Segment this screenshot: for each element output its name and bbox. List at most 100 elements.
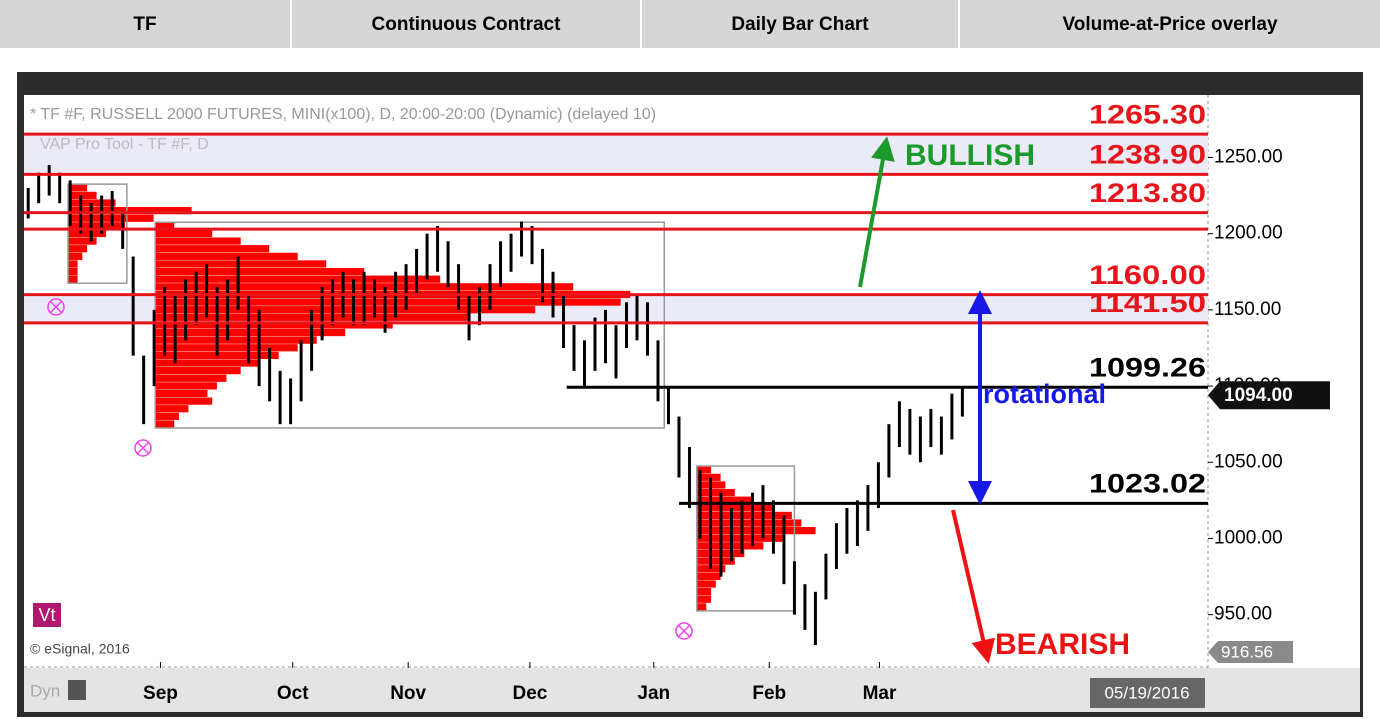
volume-bar <box>155 336 317 344</box>
volume-bar <box>155 267 365 276</box>
volume-bar <box>155 374 227 382</box>
x-tick-label: Jan <box>637 683 670 704</box>
overlay: Vt © eSignal, 2016 * TF #F, RUSSELL 2000… <box>30 99 1330 708</box>
volume-bar <box>696 511 792 520</box>
level-label: 1099.26 <box>1089 352 1206 382</box>
volume-bar <box>68 191 97 199</box>
volume-bar <box>155 237 241 245</box>
volume-bar <box>155 397 213 405</box>
volume-bar <box>696 534 783 542</box>
tab-label: Daily Bar Chart <box>731 14 869 35</box>
volume-bar <box>68 275 78 283</box>
volume-bar <box>68 260 78 268</box>
volume-bar <box>68 222 126 230</box>
x-tick-label: Mar <box>863 683 897 704</box>
volume-bar <box>696 595 712 603</box>
plot-area <box>24 95 1360 668</box>
volume-bar <box>68 267 78 276</box>
bullish-arrow <box>858 136 895 288</box>
y-tick-label: 1250.00 <box>1214 146 1283 167</box>
annotation: BULLISH <box>905 139 1035 172</box>
volume-bar <box>68 245 88 253</box>
tab <box>960 0 1380 48</box>
footer-label: Dyn <box>30 681 60 700</box>
volume-bar <box>696 572 721 580</box>
volume-bar <box>155 405 189 413</box>
x-tick-label: Sep <box>143 683 178 704</box>
volume-bar <box>68 207 192 215</box>
volume-bar <box>696 580 716 588</box>
date-label: 05/19/2016 <box>1104 683 1189 702</box>
volume-bar <box>696 496 754 504</box>
volume-bar <box>155 298 621 306</box>
x-tick-label: Dec <box>512 683 547 704</box>
volume-bar <box>155 229 213 238</box>
volume-bar <box>155 275 441 283</box>
volume-bar <box>696 519 802 527</box>
level-label: 1238.90 <box>1089 140 1206 170</box>
x-tick-label: Oct <box>277 683 309 704</box>
level-label: 1160.00 <box>1089 260 1206 290</box>
y-tick-label: 1000.00 <box>1214 527 1283 548</box>
bearish-arrow <box>951 509 995 664</box>
last-price-badge <box>1208 381 1330 410</box>
profile-box <box>696 465 796 612</box>
y-tick-label: 1200.00 <box>1214 223 1283 244</box>
y-tick-label: 1050.00 <box>1214 451 1283 472</box>
volume-bar <box>155 420 175 428</box>
volume-bar <box>68 184 88 192</box>
y-tick-label: 1150.00 <box>1214 299 1281 320</box>
volume-bar <box>696 587 712 596</box>
volume-bar <box>68 252 83 260</box>
volume-bar <box>155 382 217 390</box>
tab <box>292 0 640 48</box>
level-label: 1265.30 <box>1089 99 1206 129</box>
volume-bar <box>155 245 270 253</box>
volume-bar <box>155 222 175 230</box>
y-tick-label: 950.00 <box>1214 604 1272 625</box>
profile-box <box>67 183 128 284</box>
volume-bar <box>696 603 707 611</box>
markers <box>47 298 693 640</box>
tab-label: Continuous Contract <box>372 14 562 35</box>
tab-label: TF <box>133 14 156 35</box>
header: TF Continuous Contract Daily Bar Chart V… <box>0 0 1380 48</box>
volume-bar <box>155 367 241 375</box>
chart-title: * TF #F, RUSSELL 2000 FUTURES, MINI(x100… <box>30 106 656 123</box>
band <box>24 134 1208 175</box>
volume-bar <box>696 488 735 497</box>
low-badge <box>1208 641 1293 663</box>
watermark: © eSignal, 2016 <box>30 641 130 657</box>
vt-badge <box>33 603 61 627</box>
volume-bar <box>155 344 298 352</box>
volume-bar <box>696 473 721 481</box>
tab <box>642 0 958 48</box>
level-label: 1213.80 <box>1089 178 1206 208</box>
low-label: 916.56 <box>1221 642 1273 661</box>
volume-bar <box>155 252 298 260</box>
volume-bar <box>696 466 712 474</box>
chart-subtitle: VAP Pro Tool - TF #F, D <box>40 136 209 153</box>
last-price-label: 1094.00 <box>1224 385 1293 406</box>
annotation: rotational <box>983 379 1106 409</box>
volume-bar <box>155 412 179 420</box>
volume-bar <box>155 260 327 268</box>
volume-bar <box>155 359 260 367</box>
x-tick-label: Feb <box>752 683 786 704</box>
annotation: BEARISH <box>995 628 1130 661</box>
x-tick-label: Nov <box>390 683 426 704</box>
volume-bar <box>155 306 536 314</box>
plot <box>24 132 1208 646</box>
vt-label: Vt <box>38 605 55 625</box>
volume-bar <box>696 527 816 535</box>
level-label: 1141.50 <box>1089 288 1206 318</box>
tab <box>0 0 290 48</box>
volume-bar <box>68 229 107 238</box>
date-box <box>1090 678 1205 708</box>
level-label: 1023.02 <box>1089 469 1206 499</box>
volume-bar <box>155 328 346 337</box>
fo-icon <box>68 680 86 700</box>
volume-bar <box>696 504 773 512</box>
volume-bar <box>155 389 208 398</box>
